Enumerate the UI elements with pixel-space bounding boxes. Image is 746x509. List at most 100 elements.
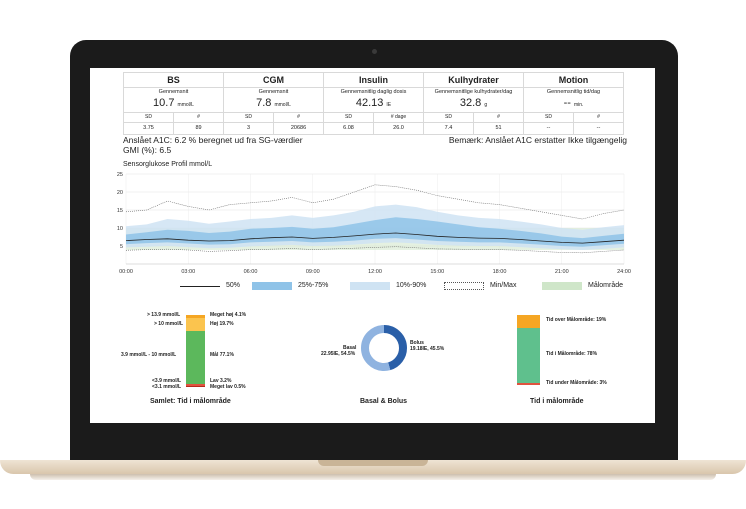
a1c-text: Anslået A1C: 6.2 % beregnet ud fra SG-væ… — [123, 135, 303, 145]
legend-swatch-25-75 — [252, 282, 292, 290]
value-label-very-high: Meget høj 4.1% — [210, 312, 247, 318]
stats-header-cgm: CGM — [223, 72, 324, 88]
basal-bolus-title: Basal & Bolus — [360, 398, 408, 405]
legend-label-10-90: 10%-90% — [396, 282, 427, 289]
tir-under-label: Tid under Målområde: 3% — [546, 380, 607, 386]
stats-unit: mmol/L — [274, 102, 291, 108]
stats-header-carbs: Kulhydrater — [423, 72, 524, 88]
stats-number: 6.08 — [323, 122, 374, 135]
stats-value-cell: 32.8 g — [423, 96, 524, 113]
laptop-notch — [318, 460, 428, 466]
basal-slice — [361, 325, 407, 371]
stats-sublabel-row: Gennemsnit Gennemsnit Gennemsnitlig dagl… — [123, 87, 624, 96]
gmi-text: GMI (%): 6.5 — [123, 145, 172, 155]
x-tick-label: 09:00 — [306, 269, 320, 275]
stats-key: SD — [323, 112, 374, 123]
tir-over-label: Tid over Målområde: 19% — [546, 317, 607, 323]
stats-value: 42.13 — [355, 97, 384, 109]
stats-number: 26.0 — [373, 122, 424, 135]
tir-summary-title: Tid i målområde — [530, 398, 584, 405]
stats-sublabel: Gennemsnitlige kulhydrater/dag — [423, 87, 524, 96]
y-tick-label: 25 — [117, 172, 123, 178]
stats-sublabel: Gennemsnitlig tid/dag — [523, 87, 624, 96]
stats-sublabel: Gennemsnitlig daglig dosis — [323, 87, 424, 96]
stats-number: 7.4 — [423, 122, 474, 135]
range-label-very-high: > 13.9 mmol/L — [147, 312, 181, 318]
basal-bolus-donut — [361, 325, 407, 371]
max-line — [125, 184, 625, 220]
bolus-label: Bolus — [410, 340, 424, 346]
stats-sublabel: Gennemsnit — [223, 87, 324, 96]
segment-low — [186, 383, 205, 386]
stats-unit: IE — [386, 102, 392, 108]
stats-key: # — [273, 112, 324, 123]
tir-stacked-bar — [186, 315, 205, 387]
stats-value-cell: 7.8 mmol/L — [223, 96, 324, 113]
stats-key: # — [473, 112, 524, 123]
stats-key: SD — [123, 112, 174, 123]
stats-number: 89 — [173, 122, 224, 135]
glucose-profile-chart: 5 10 15 20 25 00:00 03:00 06:00 09:00 12:00 15:00 1… — [117, 172, 631, 275]
legend-swatch-median — [180, 286, 220, 287]
stats-number: -- — [573, 122, 624, 135]
camera-icon — [372, 49, 377, 54]
y-tick-label: 10 — [117, 226, 123, 232]
tir-summary-bar — [517, 315, 540, 385]
stats-value-cell: -- min. — [523, 96, 624, 113]
x-tick-label: 21:00 — [555, 269, 569, 275]
segment-high — [186, 317, 205, 332]
laptop-base — [0, 460, 746, 474]
y-tick-label: 20 — [117, 190, 123, 196]
stats-number-row: 3.75 89 3 20686 6.08 26.0 7.4 51 -- -- — [123, 122, 624, 135]
stats-value: -- — [563, 97, 571, 109]
value-label-target: Mål 77.1% — [210, 352, 234, 358]
legend-label-minmax: Min/Max — [490, 282, 517, 289]
x-tick-label: 06:00 — [244, 269, 258, 275]
stats-value: 32.8 — [459, 97, 482, 109]
stats-header-row: BS CGM Insulin Kulhydrater Motion — [123, 72, 624, 88]
stats-key: SD — [523, 112, 574, 123]
range-label-target: 3.9 mmol/L - 10 mmol/L — [121, 352, 177, 358]
stats-value-cell: 42.13 IE — [323, 96, 424, 113]
range-label-low: <3.9 mmol/L — [152, 378, 182, 384]
stats-value-cell: 10.7 mmol/L — [123, 96, 224, 113]
stats-key: SD — [423, 112, 474, 123]
legend-swatch-minmax — [444, 282, 484, 290]
segment-target — [186, 331, 205, 384]
segment-very-low — [186, 386, 205, 387]
tir-overall-title: Samlet: Tid i målområde — [150, 398, 231, 405]
x-tick-label: 18:00 — [493, 269, 507, 275]
basal-detail: 22.95IE, 54.5% — [321, 351, 356, 357]
stats-number: 3.75 — [123, 122, 174, 135]
stats-unit: min. — [573, 102, 584, 108]
chart-legend: 50% 25%-75% 10%-90% Min/Max Målområde — [180, 281, 640, 295]
range-label-high: > 10 mmol/L — [154, 321, 184, 327]
legend-label-target: Målområde — [588, 282, 624, 289]
range-label-very-low: <3.1 mmol/L — [152, 384, 182, 390]
segment-very-high — [186, 315, 205, 318]
y-tick-label: 15 — [117, 208, 123, 214]
stats-number: 51 — [473, 122, 524, 135]
stats-header-exercise: Motion — [523, 72, 624, 88]
stats-number: -- — [523, 122, 574, 135]
stats-value-row: 10.7 mmol/L 7.8 mmol/L 42.13 IE 32.8 g -… — [123, 96, 624, 113]
x-tick-label: 24:00 — [617, 269, 631, 275]
stats-table: BS CGM Insulin Kulhydrater Motion Gennem… — [123, 72, 624, 135]
segment-in-range — [517, 328, 540, 383]
laptop-shadow — [30, 474, 716, 480]
band-25-75 — [126, 217, 624, 247]
stats-key-row: SD # SD # SD # dage SD # SD # — [123, 112, 624, 123]
profile-chart-title: Sensorglukose Profil mmol/L — [123, 161, 213, 168]
segment-under-range — [517, 382, 540, 385]
y-tick-label: 5 — [120, 244, 123, 250]
value-label-very-low: Meget lav 0.5% — [210, 384, 246, 390]
stats-number: 3 — [223, 122, 274, 135]
value-label-low: Lav 3.2% — [210, 378, 232, 384]
stats-value: 10.7 — [153, 97, 175, 109]
x-tick-label: 00:00 — [119, 269, 133, 275]
legend-swatch-target — [542, 282, 582, 290]
stats-sublabel: Gennemsnit — [123, 87, 224, 96]
legend-label-median: 50% — [226, 282, 241, 289]
stats-key: # — [573, 112, 624, 123]
stats-header-bs: BS — [123, 72, 224, 88]
